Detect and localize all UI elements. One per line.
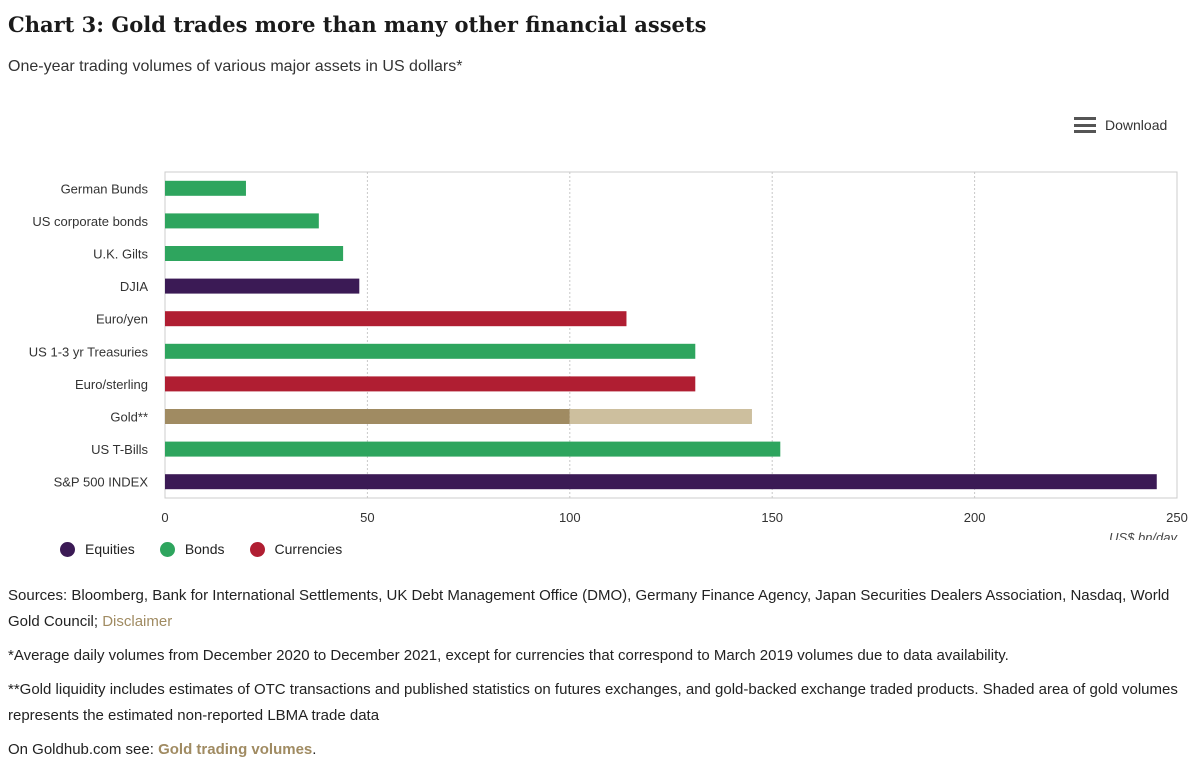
legend-item-bonds[interactable]: Bonds bbox=[159, 541, 225, 557]
legend-equities-label: Equities bbox=[85, 541, 135, 557]
chart-notes: Sources: Bloomberg, Bank for Internation… bbox=[8, 583, 1188, 771]
footnote-average-volumes: *Average daily volumes from December 202… bbox=[8, 647, 1009, 664]
bar bbox=[165, 441, 781, 457]
legend-currencies-label: Currencies bbox=[274, 541, 343, 557]
y-category-label: Gold** bbox=[110, 410, 148, 425]
x-tick-label: 100 bbox=[559, 510, 581, 525]
x-tick-label: 250 bbox=[1166, 510, 1188, 525]
chart-subtitle: One-year trading volumes of various majo… bbox=[8, 58, 463, 75]
x-tick-label: 50 bbox=[360, 510, 374, 525]
legend-bonds-dot bbox=[159, 541, 175, 557]
goldhub-suffix: . bbox=[312, 741, 317, 758]
y-category-label: S&P 500 INDEX bbox=[54, 475, 149, 490]
download-label: Download bbox=[1105, 117, 1168, 133]
y-category-label: U.K. Gilts bbox=[93, 247, 148, 262]
sources-note: Sources: Bloomberg, Bank for Internation… bbox=[8, 583, 1188, 635]
x-tick-label: 150 bbox=[761, 510, 783, 525]
legend-equities-dot bbox=[60, 541, 75, 557]
bar bbox=[165, 180, 246, 196]
plot-area-frame bbox=[164, 171, 1178, 499]
y-category-label: German Bunds bbox=[61, 181, 149, 196]
legend-bonds-label: Bonds bbox=[184, 541, 225, 557]
footnote-gold-liquidity: **Gold liquidity includes estimates of O… bbox=[8, 681, 1178, 724]
bar bbox=[165, 278, 360, 294]
gold-trading-volumes-link[interactable]: Gold trading volumes bbox=[158, 741, 313, 758]
chart-title: Chart 3: Gold trades more than many othe… bbox=[8, 12, 707, 37]
bar-gold-reported bbox=[165, 409, 570, 424]
legend-item-equities[interactable]: Equities bbox=[60, 541, 135, 557]
sources-text: Sources: Bloomberg, Bank for Internation… bbox=[8, 587, 1170, 630]
y-category-label: US corporate bonds bbox=[32, 214, 148, 229]
y-category-label: DJIA bbox=[120, 279, 149, 294]
goldhub-note: On Goldhub.com see: Gold trading volumes… bbox=[8, 737, 1188, 763]
disclaimer-link[interactable]: Disclaimer bbox=[102, 613, 173, 630]
bar bbox=[165, 311, 627, 327]
bar bbox=[165, 213, 319, 229]
bar-chart: 0 50 100 150 200 250 German Bunds US corporate … bbox=[29, 171, 1188, 540]
y-category-label: Euro/yen bbox=[96, 312, 148, 327]
y-category-label: Euro/sterling bbox=[75, 377, 148, 392]
y-category-label: US T-Bills bbox=[91, 442, 148, 457]
legend-currencies-dot bbox=[249, 541, 265, 557]
download-button[interactable]: Download bbox=[1074, 117, 1167, 133]
x-tick-label: 0 bbox=[161, 510, 168, 525]
legend-item-currencies[interactable]: Currencies bbox=[249, 541, 343, 557]
bar-gold-shaded-estimate bbox=[569, 409, 752, 424]
chart-legend: Equities Bonds Currencies bbox=[60, 541, 367, 557]
bar bbox=[165, 343, 696, 359]
goldhub-prefix: On Goldhub.com see: bbox=[8, 741, 159, 758]
y-category-label: US 1-3 yr Treasuries bbox=[29, 344, 149, 359]
bar bbox=[165, 246, 344, 261]
bar bbox=[165, 474, 1157, 490]
x-axis-title: US$ bn/day bbox=[1109, 530, 1178, 540]
x-tick-label: 200 bbox=[964, 510, 986, 525]
bar bbox=[165, 376, 696, 392]
hamburger-menu-icon bbox=[1074, 117, 1096, 133]
